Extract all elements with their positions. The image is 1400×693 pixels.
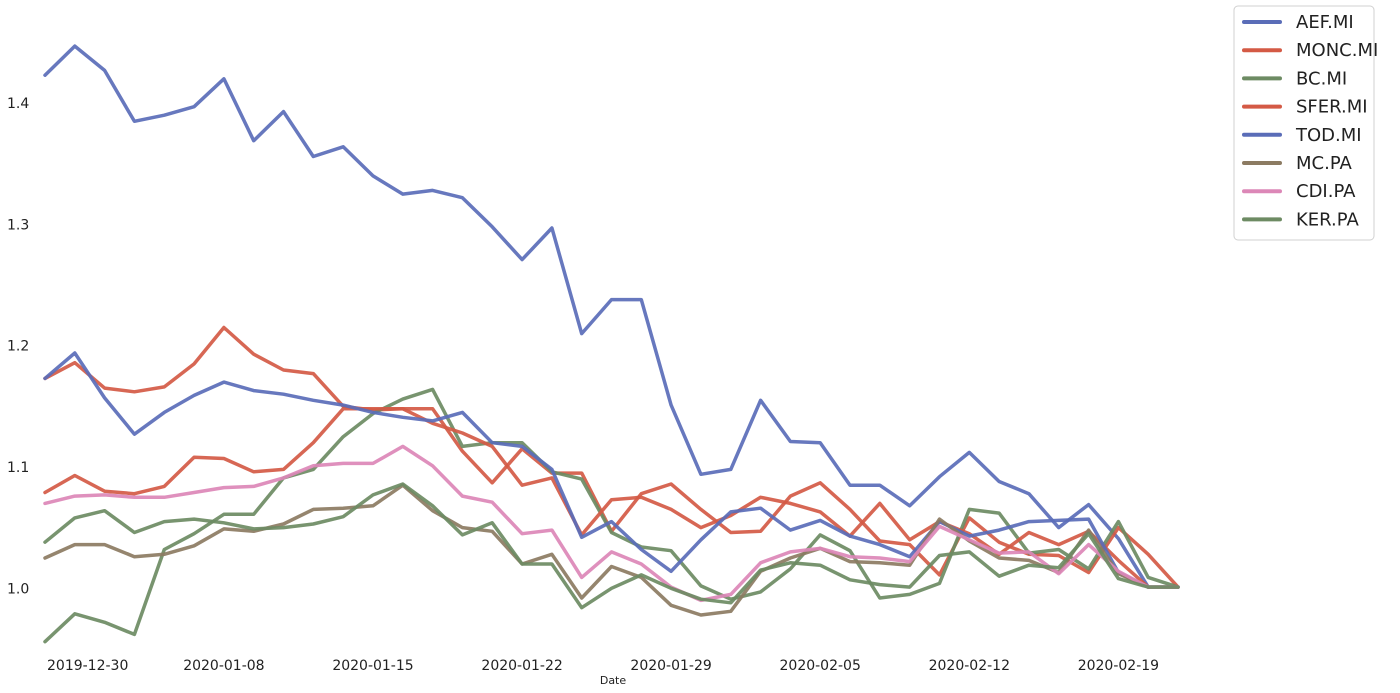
x-tick-label: 2020-01-22 [481,658,562,674]
legend-label: SFER.MI [1296,97,1368,118]
legend: AEF.MI MONC.MI BC.MI SFER.MI TOD.MI MC.PA CDI.… [1233,5,1378,241]
series-line-mc-pa [43,483,1180,617]
legend-item-bc-mi: BC.MI [1242,68,1347,89]
legend-item-mc-pa: MC.PA [1242,153,1353,174]
legend-label: TOD.MI [1295,125,1362,146]
series-line-ker-pa [43,482,1180,610]
legend-items: AEF.MI MONC.MI BC.MI SFER.MI TOD.MI MC.PA CDI.… [1242,12,1378,230]
y-tick-label: 1.0 [7,581,29,597]
x-tick-label: 2020-02-05 [780,658,861,674]
series-line-cdi-pa [43,444,1180,603]
series-line-aef-mi [43,44,1180,589]
y-tick-label: 1.4 [7,96,29,112]
legend-item-aef-mi: AEF.MI [1242,12,1354,33]
legend-label: MONC.MI [1296,40,1378,61]
legend-frame [1233,5,1375,241]
series-line-tod-mi [43,351,1180,589]
x-tick-label: 2020-01-29 [630,658,711,674]
legend-item-cdi-pa: CDI.PA [1242,181,1356,202]
legend-item-ker-pa: KER.PA [1242,209,1359,230]
legend-label: MC.PA [1296,153,1353,174]
legend-label: CDI.PA [1296,181,1356,202]
legend-label: AEF.MI [1296,12,1354,33]
legend-item-sfer-mi: SFER.MI [1242,97,1368,118]
series-lines [43,44,1180,644]
x-axis-title: Date [600,674,627,687]
x-tick-label: 2020-02-12 [929,658,1010,674]
x-tick-label: 2020-01-08 [183,658,264,674]
x-tick-label: 2019-12-30 [47,658,128,674]
legend-item-tod-mi: TOD.MI [1242,125,1362,146]
y-axis-ticks: 1.0 1.1 1.2 1.3 1.4 [7,96,29,597]
legend-item-monc-mi: MONC.MI [1242,40,1378,61]
legend-label: BC.MI [1296,68,1347,89]
y-tick-label: 1.3 [7,217,29,233]
y-tick-label: 1.2 [7,339,29,355]
series-line-bc-mi [43,387,1180,644]
y-tick-label: 1.1 [7,460,29,476]
x-tick-label: 2020-01-15 [332,658,413,674]
x-tick-label: 2020-02-19 [1078,658,1159,674]
legend-label: KER.PA [1296,209,1359,230]
x-axis-ticks: 2019-12-30 2020-01-08 2020-01-15 2020-01-22… [47,658,1159,674]
